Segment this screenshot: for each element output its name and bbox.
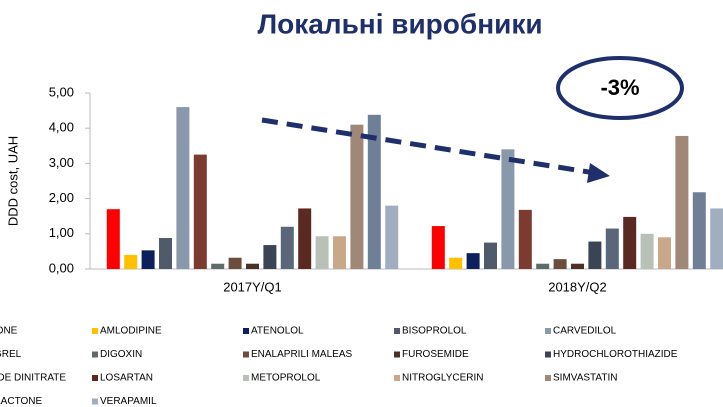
bar	[263, 245, 277, 269]
bar	[385, 205, 399, 269]
chart-title: Локальні виробники	[257, 8, 542, 39]
bar	[536, 263, 550, 269]
legend-label: CARVEDILOL	[553, 326, 617, 337]
bar	[193, 154, 207, 269]
legend-label: ENALAPRILI MALEAS	[251, 349, 352, 360]
bar	[501, 149, 515, 269]
bar	[141, 250, 155, 269]
bar	[518, 209, 532, 269]
bar	[315, 236, 329, 269]
legend-swatch	[545, 375, 551, 381]
bar	[675, 135, 689, 269]
bar	[658, 237, 671, 269]
legend-label: LOSARTAN	[100, 373, 153, 384]
bar	[623, 216, 637, 269]
bar	[350, 124, 364, 270]
bar	[553, 259, 567, 269]
arrow-head	[587, 163, 610, 183]
legend-label: ISOSORBIDE DINITRATE	[0, 373, 66, 384]
bar	[692, 192, 706, 269]
x-tick-label: 2018Y/Q2	[548, 279, 607, 294]
y-tick-label: 0,00	[49, 260, 74, 275]
legend-label: DIGOXIN	[100, 349, 142, 360]
legend-swatch	[394, 328, 400, 334]
bar	[176, 107, 190, 269]
annotation-ellipse	[556, 56, 684, 120]
bar	[124, 254, 138, 269]
y-tick-label: 4,00	[49, 120, 74, 135]
y-tick-label: 5,00	[49, 84, 74, 99]
annotation: -3%	[600, 75, 639, 100]
legend-swatch	[92, 351, 98, 358]
bar	[106, 209, 120, 269]
legend-label: CLOPIDOGREL	[0, 349, 22, 360]
bar	[484, 242, 497, 269]
bar	[298, 208, 312, 269]
legend-swatch	[394, 375, 400, 381]
bar	[246, 263, 259, 269]
legend-label: FUROSEMIDE	[402, 349, 469, 360]
legend-label: SIMVASTATIN	[553, 373, 617, 384]
legend-label: VERAPAMIL	[100, 396, 157, 407]
legend-label: ATENOLOL	[251, 326, 304, 337]
legend-label: HYDROCHLOROTHIAZIDE	[553, 349, 678, 360]
legend-swatch	[92, 375, 98, 381]
legend-label: NITROGLYCERIN	[402, 373, 484, 384]
legend-label: AMIODARONE	[0, 326, 18, 337]
legend-swatch	[243, 351, 249, 358]
legend-swatch	[394, 351, 400, 358]
y-tick-label: 2,00	[49, 190, 74, 205]
bar	[605, 228, 619, 269]
legend-swatch	[545, 328, 551, 334]
bar	[228, 257, 242, 269]
legend-label: SPIRONOLACTONE	[0, 396, 42, 407]
bar	[211, 263, 225, 269]
legend-swatch	[92, 328, 98, 334]
bar	[431, 226, 445, 269]
y-tick-label: 1,00	[49, 225, 74, 240]
y-axis-label: DDD cost, UAH	[5, 136, 20, 226]
bar	[571, 263, 584, 269]
bar	[367, 114, 381, 269]
legend-swatch	[545, 351, 551, 358]
bar	[159, 238, 172, 269]
bar	[710, 208, 723, 269]
bar	[333, 236, 346, 269]
legend-label: METOPROLOL	[251, 373, 321, 384]
bar	[466, 253, 480, 269]
legend-label: BISOPROLOL	[402, 326, 467, 337]
x-tick-label: 2017Y/Q1	[223, 279, 282, 294]
legend-swatch	[243, 328, 249, 334]
bar	[588, 241, 602, 269]
legend-label: AMLODIPINE	[100, 326, 162, 337]
bar	[449, 257, 463, 269]
legend-swatch	[243, 375, 249, 381]
legend-swatch	[92, 398, 98, 405]
trend-arrow	[261, 117, 596, 176]
bar	[280, 226, 294, 269]
bar	[640, 233, 654, 269]
y-tick-label: 3,00	[49, 155, 74, 170]
